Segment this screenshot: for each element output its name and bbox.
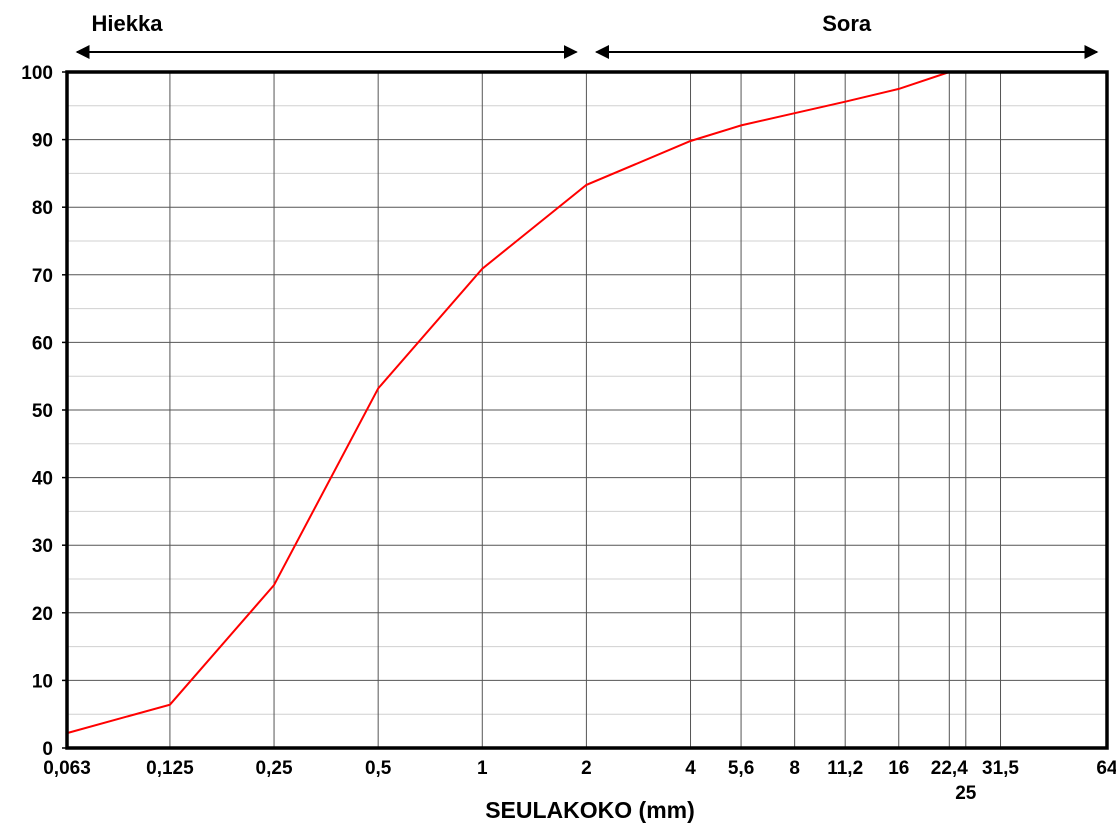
y-tick-label: 70: [32, 266, 53, 287]
x-tick-label: 0,5: [365, 758, 392, 779]
y-tick-label: 60: [32, 333, 53, 354]
y-tick-label: 100: [21, 63, 53, 84]
x-tick-label: 11,2: [827, 758, 863, 779]
range-label: Hiekka: [92, 11, 164, 36]
y-tick-label: 0: [42, 739, 53, 760]
x-tick-label: 4: [685, 758, 696, 779]
x-tick-label: 5,6: [728, 758, 754, 779]
x-tick-label: 8: [789, 758, 800, 779]
y-tick-label: 90: [32, 131, 53, 152]
x-tick-label: 16: [888, 758, 909, 779]
y-tick-label: 30: [32, 536, 53, 557]
x-tick-label: 31,5: [982, 758, 1019, 779]
series-line: [66, 71, 1001, 735]
x-tick-label: 0,063: [43, 758, 91, 779]
x-axis-label: SEULAKOKO (mm): [485, 797, 695, 823]
range-label: Sora: [822, 11, 872, 36]
x-tick-label: 64: [1096, 758, 1116, 779]
x-tick-label: 22,4: [931, 758, 968, 779]
x-tick-label: 1: [477, 758, 488, 779]
x-tick-label: 0,125: [146, 758, 194, 779]
x-tick-label: 0,25: [256, 758, 293, 779]
y-tick-label: 20: [32, 604, 53, 625]
y-tick-label: 80: [32, 198, 53, 219]
y-tick-label: 50: [32, 401, 53, 422]
y-tick-label: 10: [32, 671, 53, 692]
x-tick-label: 2: [581, 758, 592, 779]
y-tick-label: 40: [32, 469, 53, 490]
x-tick-label: 25: [955, 783, 977, 804]
